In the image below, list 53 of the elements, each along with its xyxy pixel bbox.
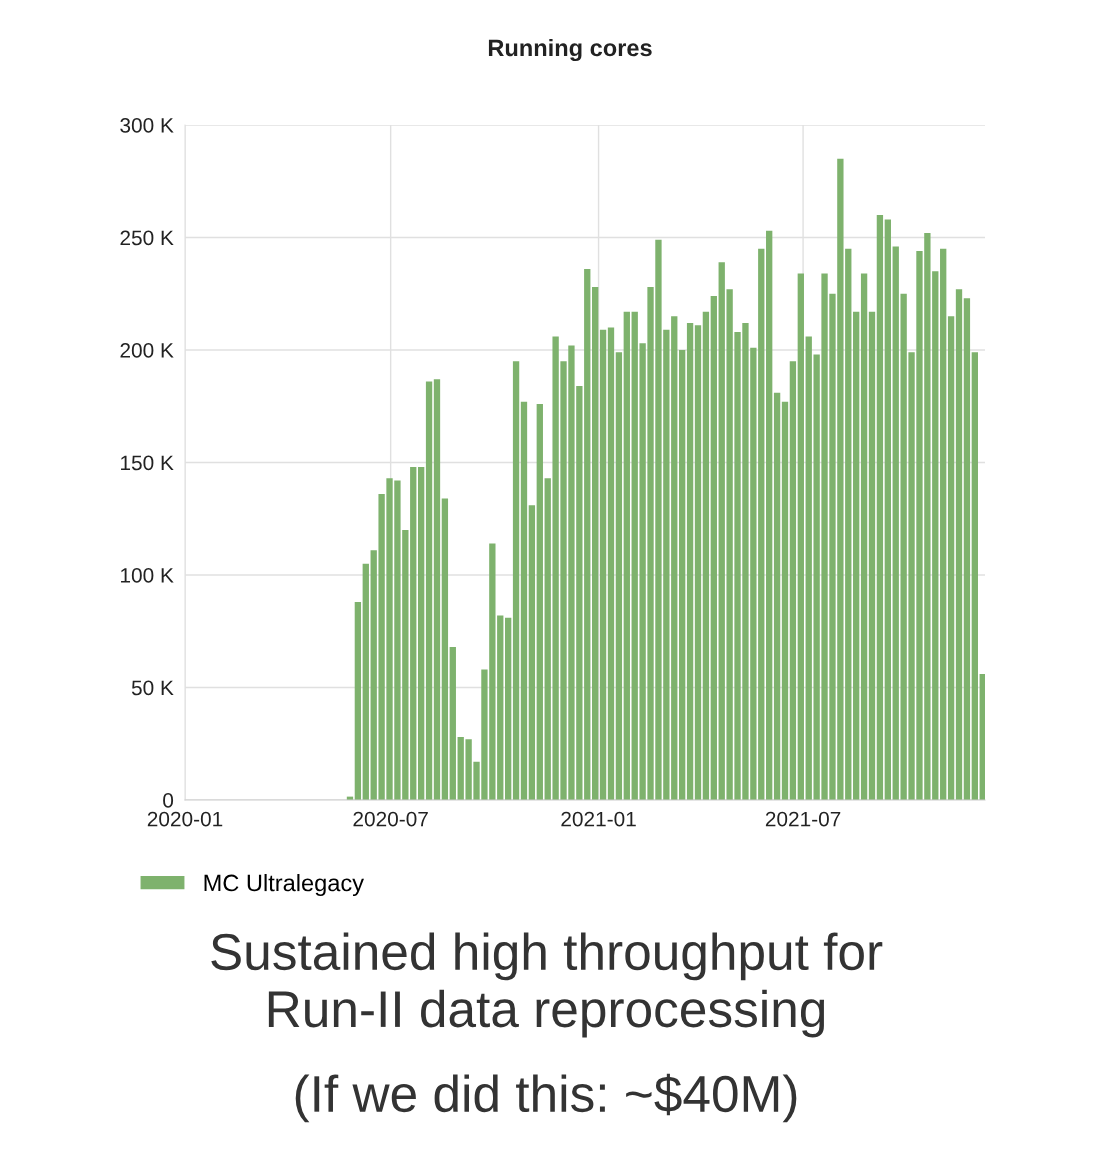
bar [425, 381, 433, 800]
bar [592, 287, 599, 800]
bar [979, 674, 985, 800]
bar [860, 273, 868, 800]
bar [679, 350, 686, 800]
bar [417, 467, 425, 800]
bar [528, 505, 536, 800]
bar [433, 379, 441, 800]
bar [955, 289, 963, 800]
bar [694, 325, 702, 800]
bar [884, 219, 891, 800]
text: Sustained high throughput for Run-II data reprocessing [211, 932, 883, 1038]
bar [702, 311, 710, 800]
bar [710, 296, 717, 800]
bar [963, 298, 971, 800]
bar [868, 311, 876, 800]
bar [512, 361, 520, 800]
bar [536, 404, 543, 800]
bar [449, 647, 456, 800]
bar [623, 311, 630, 800]
y-tick-label: 150 K [121, 455, 174, 471]
bar [781, 401, 789, 800]
bar [686, 323, 694, 800]
bar [362, 563, 369, 800]
y-tick-label: 100 K [121, 568, 174, 583]
bar [773, 392, 781, 800]
bar [853, 311, 860, 800]
x-tick-label: 2021-01 [561, 811, 636, 827]
y-tick-label: 200 K [120, 343, 174, 358]
bar [876, 215, 884, 800]
text: (If we did this: ~$40M) [295, 1073, 797, 1123]
y-tick-label: 300 K [120, 118, 174, 133]
bar [505, 617, 512, 800]
bar [441, 498, 449, 800]
legend-label: MC Ultralegacy [204, 873, 364, 896]
x-tick-label: 2020-01 [147, 811, 223, 827]
y-tick-label: 250 K [120, 230, 174, 246]
y-tick-label: 50 K [131, 680, 174, 696]
chart-title: Running cores [488, 38, 652, 62]
bar [971, 352, 978, 800]
bar [599, 329, 607, 800]
bar [607, 327, 615, 800]
bar [354, 602, 362, 800]
bar [520, 401, 528, 800]
bar [797, 273, 804, 800]
bar [615, 352, 623, 800]
bar [789, 361, 797, 800]
y-tick-label: 0 [163, 793, 174, 808]
bar [940, 248, 947, 800]
bar [766, 230, 773, 800]
x-tick-label: 2020-07 [353, 811, 428, 827]
x-tick-label: 2021-07 [765, 811, 841, 827]
bar [947, 316, 955, 800]
